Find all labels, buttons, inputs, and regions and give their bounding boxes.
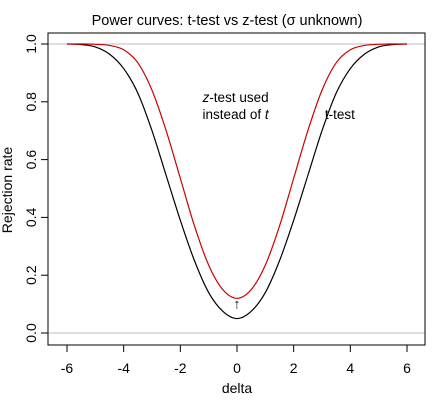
x-tick-label: 0 [233,360,241,376]
x-tick-label: -6 [61,360,74,376]
x-axis: -6 -4 -2 0 2 4 6 [61,344,411,376]
y-tick-label: 0.0 [23,323,39,343]
reference-lines [48,43,425,334]
x-axis-label: delta [222,380,253,396]
annotations: z-test used instead of t t-test ↑ [202,90,356,312]
y-tick-label: 0.4 [23,207,39,227]
y-axis-label: Rejection rate [0,147,15,234]
y-tick-label: 0.6 [23,150,39,170]
series-line-t-test [66,43,408,320]
y-tick-label: 1.0 [23,34,39,54]
y-axis: 0.0 0.2 0.4 0.6 0.8 1.0 [23,34,49,343]
x-tick-label: -2 [174,360,187,376]
x-tick-label: 6 [403,360,411,376]
x-tick-label: 4 [346,360,354,376]
annotation-arrow-icon: ↑ [234,295,241,311]
x-tick-label: 2 [290,360,298,376]
series-line-z-test [66,43,408,299]
series-group [66,43,408,320]
annotation-t-test: t-test [325,107,355,122]
y-tick-label: 0.2 [23,265,39,285]
annotation-z-test: z-test used instead of t [202,90,270,122]
x-tick-label: -4 [117,360,130,376]
y-tick-label: 0.8 [23,92,39,112]
chart-title: Power curves: t-test vs z-test (σ unknow… [92,13,363,29]
